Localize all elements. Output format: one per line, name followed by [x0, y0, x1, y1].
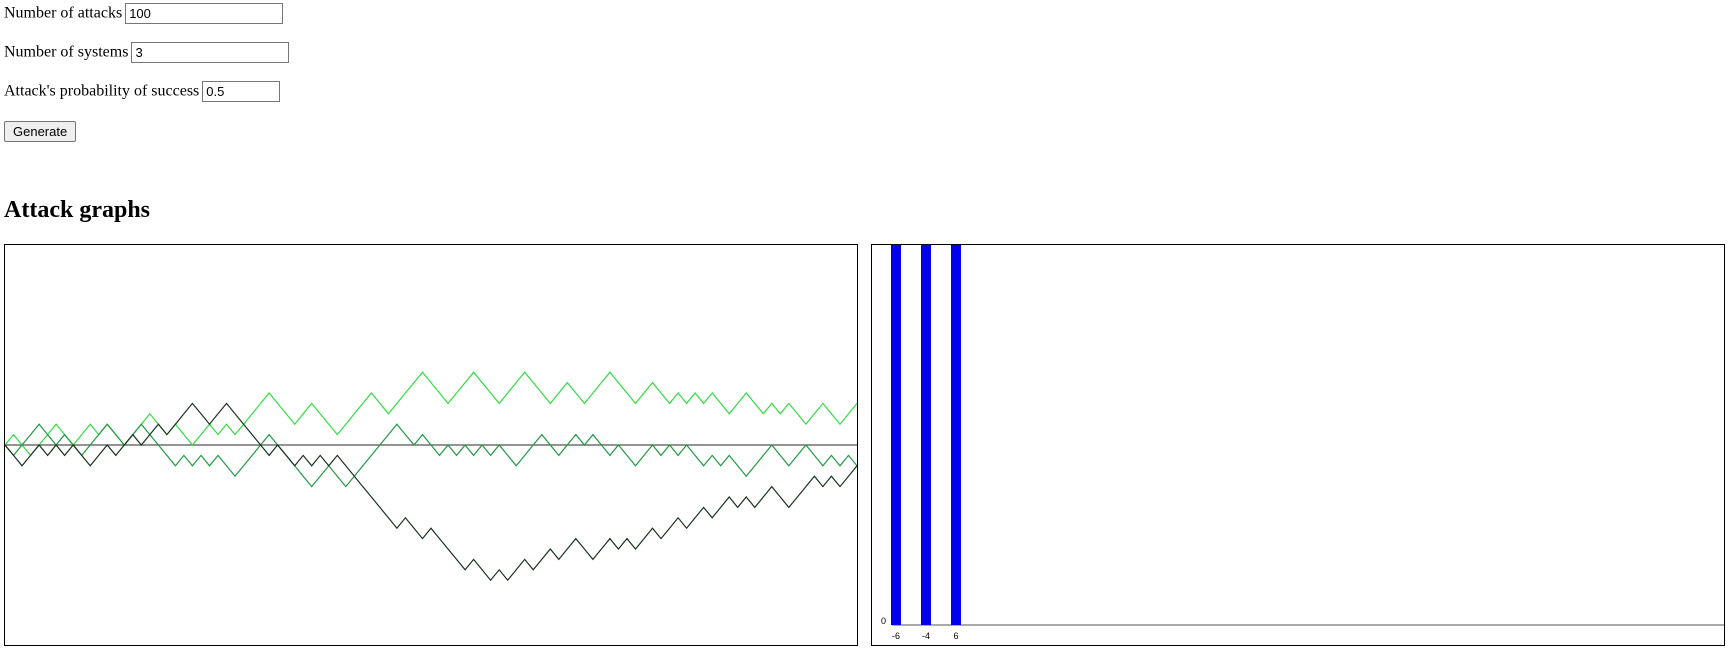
probability-label: Attack's probability of success	[4, 82, 200, 100]
histogram-bar	[891, 245, 901, 625]
histogram-chart: 0 -6 -4 6	[881, 245, 1724, 641]
system-series-line-3	[5, 402, 857, 582]
histogram-x-tick-label: -6	[892, 631, 900, 641]
probability-field-row: Attack's probability of success	[4, 81, 281, 102]
systems-field-row: Number of systems	[4, 42, 290, 63]
attacks-field-row: Number of attacks	[4, 3, 284, 24]
histogram-x-tick-label: 6	[953, 631, 958, 641]
systems-label: Number of systems	[4, 43, 129, 61]
attacks-input[interactable]	[125, 3, 284, 24]
page-heading: Attack graphs	[4, 197, 151, 223]
histogram-bar	[921, 245, 931, 625]
systems-input[interactable]	[131, 42, 290, 63]
y-axis-zero-label: 0	[881, 616, 886, 626]
probability-input[interactable]	[202, 81, 281, 102]
system-series-line-1	[5, 371, 857, 457]
attack-line-chart-panel	[4, 244, 858, 646]
histogram-bar	[951, 245, 961, 625]
attack-line-chart	[5, 371, 857, 582]
attacks-label: Number of attacks	[4, 4, 123, 22]
generate-button[interactable]: Generate	[4, 121, 77, 142]
histogram-chart-panel: 0 -6 -4 6	[871, 244, 1725, 646]
histogram-x-tick-label: -4	[922, 631, 930, 641]
system-series-line-2	[5, 423, 857, 488]
